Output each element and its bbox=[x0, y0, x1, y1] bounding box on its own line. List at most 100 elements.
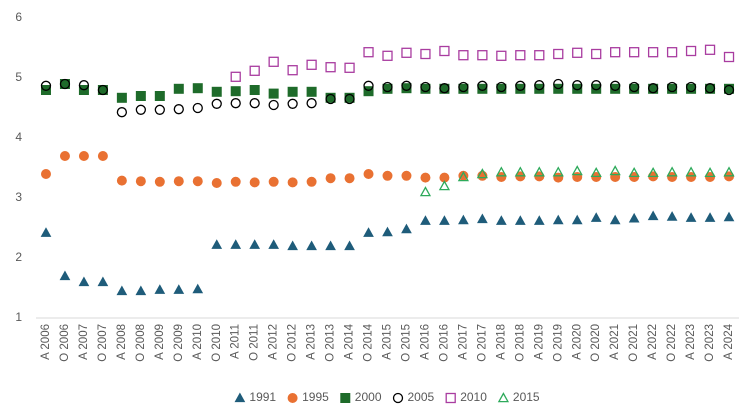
x-tick-label: O 2020 bbox=[590, 324, 602, 362]
data-point bbox=[287, 86, 298, 97]
data-point bbox=[344, 240, 355, 251]
data-point bbox=[211, 98, 222, 109]
data-point bbox=[458, 214, 469, 225]
data-point bbox=[533, 215, 545, 225]
data-point bbox=[78, 80, 90, 91]
data-point bbox=[40, 227, 52, 237]
data-point bbox=[192, 176, 203, 187]
data-point bbox=[211, 86, 222, 97]
data-point bbox=[610, 80, 621, 91]
data-point bbox=[363, 47, 374, 58]
x-tick-label: A 2011 bbox=[230, 324, 242, 359]
data-point bbox=[553, 48, 564, 60]
x-tick-label: O 2006 bbox=[59, 324, 71, 362]
legend-label: 1991 bbox=[249, 390, 276, 404]
data-point bbox=[685, 81, 697, 93]
data-point bbox=[344, 173, 355, 184]
x-tick-label: A 2014 bbox=[344, 323, 356, 359]
data-point bbox=[192, 83, 203, 94]
data-point bbox=[268, 99, 279, 111]
data-point bbox=[610, 172, 621, 182]
x-tick-label: A 2013 bbox=[306, 324, 318, 360]
data-point bbox=[571, 214, 583, 225]
data-point bbox=[666, 166, 678, 177]
data-point bbox=[628, 166, 640, 178]
data-point bbox=[268, 88, 279, 99]
data-point bbox=[287, 65, 298, 76]
data-point bbox=[723, 51, 735, 63]
data-point bbox=[572, 172, 583, 182]
data-point bbox=[401, 223, 412, 234]
x-tick-label: O 2007 bbox=[97, 324, 109, 362]
data-point bbox=[458, 81, 469, 93]
data-point bbox=[268, 239, 280, 249]
data-point bbox=[572, 80, 583, 91]
x-tick-label: A 2006 bbox=[40, 324, 52, 360]
data-point bbox=[515, 80, 526, 91]
data-point bbox=[59, 78, 71, 90]
data-point bbox=[496, 81, 507, 93]
data-point bbox=[287, 240, 298, 251]
data-point bbox=[628, 81, 640, 93]
x-tick-label: A 2018 bbox=[495, 324, 507, 360]
data-point bbox=[249, 98, 260, 109]
legend-label: 2000 bbox=[355, 390, 382, 404]
data-point bbox=[666, 81, 678, 93]
data-point bbox=[230, 98, 241, 109]
data-point bbox=[97, 276, 109, 287]
y-tick-label: 3 bbox=[15, 190, 22, 204]
data-point bbox=[97, 151, 108, 161]
y-tick-label: 5 bbox=[15, 70, 22, 84]
data-point bbox=[154, 284, 166, 294]
data-point bbox=[477, 80, 488, 91]
y-tick-label: 6 bbox=[15, 10, 22, 24]
data-point bbox=[135, 104, 147, 115]
data-point bbox=[685, 45, 697, 57]
data-point bbox=[420, 172, 431, 183]
data-point bbox=[59, 151, 70, 161]
data-point bbox=[534, 50, 545, 61]
data-point bbox=[230, 176, 241, 187]
data-point bbox=[420, 215, 431, 225]
data-point bbox=[438, 180, 451, 191]
legend-label: 2010 bbox=[460, 390, 487, 404]
data-point bbox=[249, 177, 260, 188]
data-point bbox=[135, 176, 146, 187]
data-point bbox=[534, 80, 545, 91]
data-point bbox=[533, 166, 545, 177]
data-point bbox=[363, 86, 374, 97]
data-point bbox=[401, 80, 412, 91]
data-point bbox=[571, 165, 583, 176]
x-tick-label: A 2007 bbox=[78, 324, 90, 360]
data-point bbox=[457, 171, 469, 182]
legend-marker bbox=[340, 393, 351, 403]
data-point bbox=[154, 176, 165, 187]
legend-marker bbox=[392, 392, 404, 404]
x-tick-label: A 2023 bbox=[685, 324, 697, 360]
data-point bbox=[97, 84, 109, 96]
data-point bbox=[420, 81, 431, 93]
data-point bbox=[287, 98, 298, 109]
legend-marker bbox=[497, 392, 510, 403]
data-point bbox=[116, 107, 128, 118]
data-point bbox=[477, 213, 488, 224]
legend-marker bbox=[287, 393, 298, 403]
data-point bbox=[628, 212, 640, 223]
data-point bbox=[59, 270, 71, 281]
x-tick-label: A 2010 bbox=[192, 324, 204, 360]
data-point bbox=[306, 59, 317, 70]
data-point bbox=[78, 276, 90, 287]
x-tick-label: O 2008 bbox=[135, 324, 147, 362]
data-point bbox=[401, 170, 412, 181]
x-tick-label: O 2013 bbox=[325, 324, 337, 362]
y-tick-label: 2 bbox=[15, 250, 22, 264]
data-point bbox=[647, 83, 659, 94]
data-point bbox=[647, 47, 659, 58]
data-point bbox=[591, 83, 602, 94]
data-point bbox=[230, 71, 241, 82]
data-point bbox=[590, 212, 602, 222]
x-tick-label: O 2023 bbox=[704, 324, 716, 362]
data-point bbox=[458, 50, 469, 61]
